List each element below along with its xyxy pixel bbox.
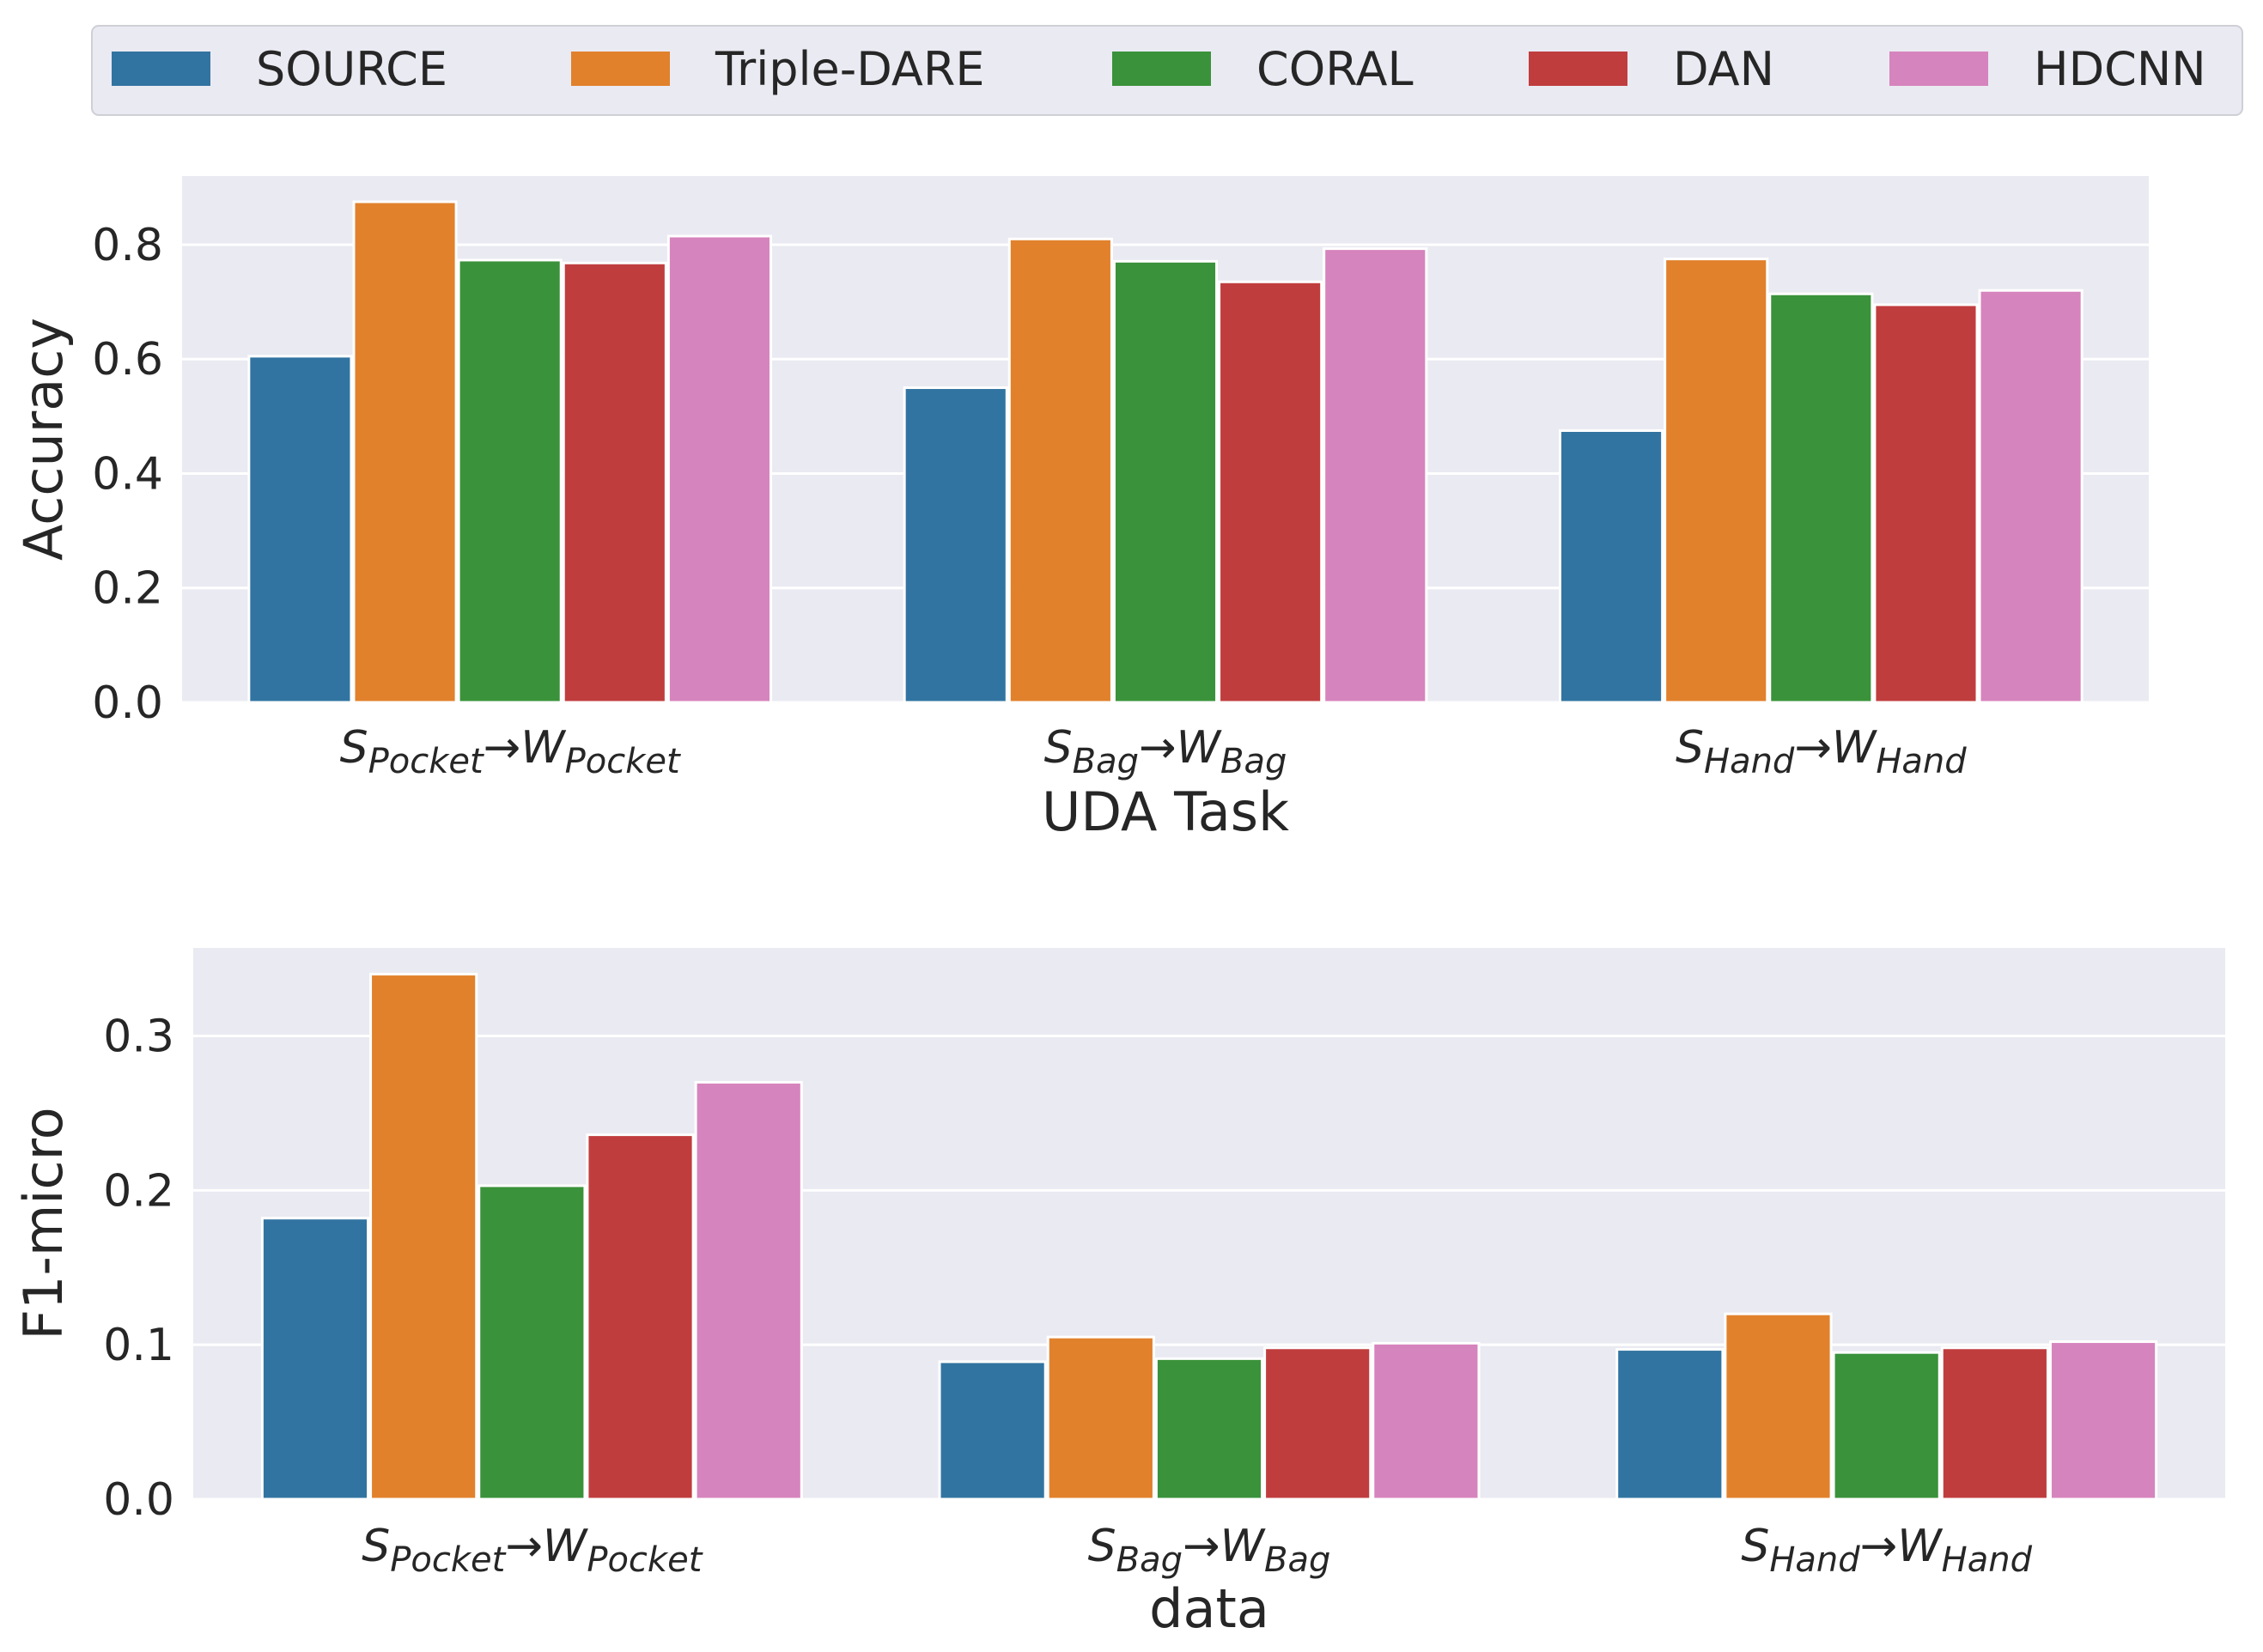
legend-swatch-source: [112, 52, 210, 86]
accuracy-ytick-label: 0.6: [92, 334, 163, 386]
f1-micro-ytick-label: 0.3: [103, 1011, 174, 1063]
legend-item-source: SOURCE: [112, 42, 447, 96]
accuracy-ytick-label: 0.4: [92, 448, 163, 500]
accuracy-bar-coral-bag: [1112, 259, 1219, 704]
accuracy-bar-dan-hand: [1873, 303, 1979, 704]
f1-micro-bar-source-pocket: [260, 1217, 370, 1501]
f1-micro-bar-dan-hand: [1940, 1346, 2049, 1501]
legend: SOURCE Triple-DARE CORAL DAN HDCNN: [91, 25, 2243, 116]
legend-label-source: SOURCE: [256, 42, 447, 96]
legend-label-coral: CORAL: [1256, 42, 1414, 96]
f1-micro-bar-hdcnn-hand: [2048, 1340, 2158, 1501]
f1-micro-y-axis-title: F1-micro: [12, 1107, 75, 1339]
accuracy-bar-triple-dare-bag: [1007, 237, 1113, 704]
legend-swatch-dan: [1529, 52, 1627, 86]
accuracy-xtick-label: SHand→WHand: [1676, 722, 1967, 781]
accuracy-bar-triple-dare-pocket: [352, 200, 458, 704]
legend-swatch-triple-dare: [571, 52, 670, 86]
f1-micro-ytick-label: 0.0: [103, 1474, 174, 1526]
accuracy-ytick-label: 0.2: [92, 563, 163, 615]
accuracy-ytick-label: 0.8: [92, 220, 163, 271]
f1-micro-bar-coral-pocket: [478, 1184, 587, 1501]
accuracy-bar-source-pocket: [247, 355, 353, 704]
accuracy-bar-triple-dare-hand: [1664, 258, 1769, 704]
accuracy-bar-hdcnn-hand: [1978, 288, 2084, 704]
accuracy-bar-dan-bag: [1218, 280, 1323, 704]
accuracy-xtick-label: SPocket→WPocket: [340, 722, 681, 781]
legend-label-dan: DAN: [1673, 42, 1774, 96]
f1-micro-bar-coral-hand: [1832, 1351, 1941, 1501]
f1-micro-bar-triple-dare-hand: [1724, 1312, 1833, 1501]
f1-micro-xtick-label: SBag→WBag: [1088, 1521, 1331, 1580]
accuracy-bar-source-hand: [1559, 429, 1664, 704]
f1-micro-bar-triple-dare-bag: [1046, 1335, 1155, 1501]
f1-micro-x-axis-title: data: [1149, 1577, 1269, 1640]
f1-micro-bar-coral-bag: [1154, 1357, 1264, 1501]
legend-item-triple-dare: Triple-DARE: [571, 42, 984, 96]
accuracy-bar-dan-pocket: [562, 261, 667, 704]
f1-micro-bar-dan-pocket: [586, 1133, 695, 1501]
accuracy-bar-coral-pocket: [457, 258, 563, 704]
f1-micro-bar-source-bag: [938, 1360, 1047, 1501]
f1-micro-xtick-label: SPocket→WPocket: [362, 1521, 703, 1580]
f1-micro-xtick-label: SHand→WHand: [1741, 1521, 2032, 1580]
accuracy-chart: 0.0 0.2 0.4 0.6 0.8 SPocket→WPocket SBag→WBag S…: [12, 176, 2149, 843]
accuracy-bar-source-bag: [903, 386, 1008, 704]
accuracy-bar-hdcnn-bag: [1323, 247, 1428, 704]
f1-micro-bar-triple-dare-pocket: [369, 973, 478, 1501]
accuracy-y-axis-title: Accuracy: [12, 318, 75, 561]
f1-micro-bar-source-hand: [1615, 1348, 1725, 1501]
accuracy-ytick-label: 0.0: [92, 677, 163, 729]
accuracy-x-axis-title: UDA Task: [1042, 780, 1289, 843]
legend-item-dan: DAN: [1529, 42, 1774, 96]
f1-micro-ytick-label: 0.2: [103, 1165, 174, 1217]
accuracy-bar-hdcnn-pocket: [666, 234, 772, 704]
f1-micro-ytick-label: 0.1: [103, 1320, 174, 1371]
f1-micro-bar-dan-bag: [1263, 1346, 1372, 1501]
legend-label-hdcnn: HDCNN: [2034, 42, 2206, 96]
legend-item-coral: CORAL: [1112, 42, 1414, 96]
legend-item-hdcnn: HDCNN: [1889, 42, 2206, 96]
legend-swatch-coral: [1112, 52, 1211, 86]
f1-micro-bar-hdcnn-pocket: [694, 1080, 803, 1501]
accuracy-xtick-label: SBag→WBag: [1044, 722, 1287, 781]
f1-micro-bar-hdcnn-bag: [1372, 1341, 1481, 1501]
f1-micro-chart: 0.0 0.1 0.2 0.3 SPocket→WPocket SBag→WBag SHan…: [12, 948, 2225, 1640]
legend-label-triple-dare: Triple-DARE: [715, 42, 984, 96]
accuracy-bar-coral-hand: [1768, 292, 1874, 704]
legend-swatch-hdcnn: [1889, 52, 1988, 86]
